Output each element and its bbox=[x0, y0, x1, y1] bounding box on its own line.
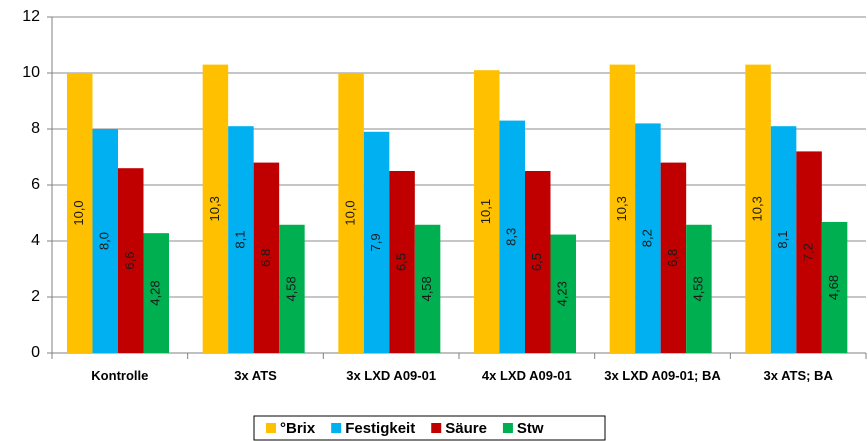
legend-swatch bbox=[266, 423, 276, 433]
x-tick-label: 4x LXD A09-01 bbox=[481, 368, 572, 383]
y-tick-label: 2 bbox=[31, 288, 40, 305]
value-label: 6,5 bbox=[529, 253, 544, 271]
value-label: 10,3 bbox=[207, 196, 222, 221]
legend-swatch bbox=[331, 423, 342, 433]
bar bbox=[609, 64, 636, 353]
bar bbox=[660, 162, 687, 353]
bar bbox=[363, 131, 390, 353]
bar bbox=[338, 73, 364, 353]
y-tick-label: 4 bbox=[31, 232, 40, 249]
bar bbox=[525, 171, 551, 353]
bar bbox=[550, 234, 576, 353]
x-tick-label: 3x ATS; BA bbox=[763, 368, 833, 383]
value-label: 4,58 bbox=[419, 276, 434, 301]
x-tick-label: 3x LXD A09-01 bbox=[346, 368, 437, 383]
legend-label: Stw bbox=[517, 420, 544, 437]
bar bbox=[143, 233, 169, 353]
bar bbox=[279, 224, 305, 353]
value-label: 8,3 bbox=[504, 228, 519, 246]
bar bbox=[635, 123, 661, 354]
value-label: 8,2 bbox=[639, 229, 654, 247]
value-label: 10,0 bbox=[71, 200, 86, 225]
bar bbox=[414, 224, 441, 353]
value-label: 10,0 bbox=[343, 200, 358, 225]
value-label: 7,2 bbox=[801, 243, 816, 261]
value-label: 8,0 bbox=[97, 232, 112, 250]
bar bbox=[253, 162, 280, 353]
value-label: 4,68 bbox=[826, 275, 841, 300]
legend-box bbox=[253, 415, 606, 441]
bar bbox=[686, 224, 712, 353]
bar bbox=[118, 168, 144, 353]
bar bbox=[202, 64, 229, 353]
value-label: 6,8 bbox=[665, 249, 680, 267]
value-label: 7,9 bbox=[368, 233, 383, 251]
legend-label: °Brix bbox=[280, 420, 316, 437]
bar bbox=[67, 73, 93, 353]
legend-label: Festigkeit bbox=[345, 420, 415, 437]
bar bbox=[474, 70, 500, 353]
bar bbox=[770, 126, 797, 353]
y-tick-label: 12 bbox=[22, 8, 40, 25]
bar bbox=[745, 64, 771, 353]
value-label: 10,1 bbox=[478, 199, 493, 224]
value-label: 4,28 bbox=[148, 280, 163, 305]
x-tick-label: Kontrolle bbox=[91, 368, 149, 383]
value-label: 6,8 bbox=[258, 249, 273, 267]
bar bbox=[389, 171, 415, 353]
y-tick-label: 8 bbox=[31, 120, 40, 137]
y-tick-label: 6 bbox=[31, 176, 40, 193]
y-tick-label: 10 bbox=[22, 64, 40, 81]
legend-swatch bbox=[502, 423, 513, 433]
value-label: 6,5 bbox=[394, 253, 409, 271]
value-label: 10,3 bbox=[750, 196, 765, 221]
bar bbox=[499, 120, 525, 353]
value-label: 8,1 bbox=[775, 231, 790, 249]
legend-swatch bbox=[431, 423, 442, 433]
bar bbox=[796, 151, 822, 353]
value-label: 8,1 bbox=[232, 231, 247, 249]
y-tick-label: 0 bbox=[31, 344, 40, 361]
value-label: 4,23 bbox=[555, 281, 570, 306]
value-label: 4,58 bbox=[283, 276, 298, 301]
value-label: 6,6 bbox=[122, 252, 137, 270]
legend-label: Säure bbox=[445, 420, 487, 437]
value-label: 10,3 bbox=[614, 196, 629, 221]
x-tick-label: 3x ATS bbox=[234, 368, 277, 383]
value-label: 4,58 bbox=[690, 276, 705, 301]
x-tick-label: 3x LXD A09-01; BA bbox=[604, 368, 721, 383]
bar bbox=[821, 221, 848, 353]
bar bbox=[92, 129, 118, 353]
bar bbox=[228, 126, 254, 353]
